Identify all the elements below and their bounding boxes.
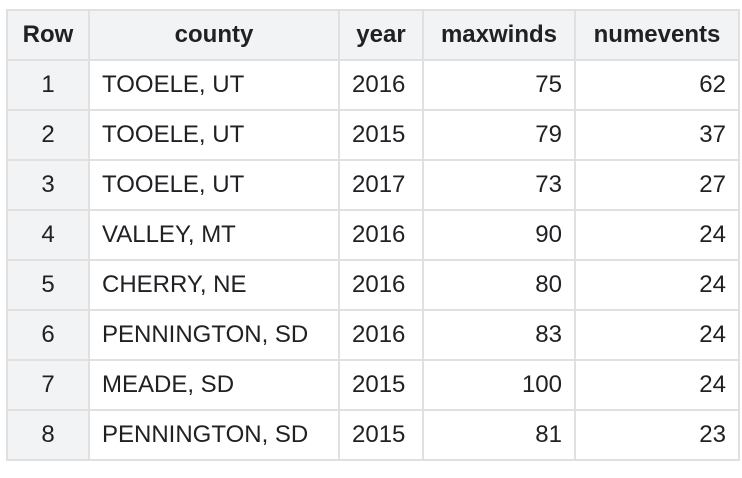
year-cell: 2016 [338,209,424,261]
maxwinds-cell: 83 [422,309,576,361]
numevents-cell: 27 [574,159,740,211]
county-cell: MEADE, SD [88,359,340,411]
table-row: 8 PENNINGTON, SD 2015 81 23 [6,409,740,461]
row-number-cell: 6 [6,309,90,361]
year-cell: 2016 [338,59,424,111]
county-cell: TOOELE, UT [88,109,340,161]
table-header-row: Row county year maxwinds numevents [6,9,740,61]
row-number-cell: 2 [6,109,90,161]
maxwinds-cell: 100 [422,359,576,411]
county-cell: PENNINGTON, SD [88,309,340,361]
county-cell: CHERRY, NE [88,259,340,311]
row-number-cell: 5 [6,259,90,311]
numevents-cell: 24 [574,209,740,261]
table-row: 7 MEADE, SD 2015 100 24 [6,359,740,411]
results-table: Row county year maxwinds numevents 1 TOO… [6,9,740,461]
numevents-cell: 37 [574,109,740,161]
numevents-cell: 62 [574,59,740,111]
table-row: 3 TOOELE, UT 2017 73 27 [6,159,740,211]
table-row: 4 VALLEY, MT 2016 90 24 [6,209,740,261]
table-row: 1 TOOELE, UT 2016 75 62 [6,59,740,111]
numevents-cell: 24 [574,359,740,411]
row-number-cell: 7 [6,359,90,411]
row-number-cell: 1 [6,59,90,111]
county-cell: TOOELE, UT [88,159,340,211]
maxwinds-cell: 80 [422,259,576,311]
year-cell: 2017 [338,159,424,211]
maxwinds-cell: 75 [422,59,576,111]
county-cell: PENNINGTON, SD [88,409,340,461]
table-row: 6 PENNINGTON, SD 2016 83 24 [6,309,740,361]
column-header-year[interactable]: year [338,9,424,61]
column-header-row[interactable]: Row [6,9,90,61]
county-cell: TOOELE, UT [88,59,340,111]
numevents-cell: 24 [574,309,740,361]
year-cell: 2015 [338,409,424,461]
maxwinds-cell: 90 [422,209,576,261]
year-cell: 2015 [338,109,424,161]
row-number-cell: 3 [6,159,90,211]
row-number-cell: 8 [6,409,90,461]
column-header-numevents[interactable]: numevents [574,9,740,61]
column-header-maxwinds[interactable]: maxwinds [422,9,576,61]
year-cell: 2015 [338,359,424,411]
column-header-county[interactable]: county [88,9,340,61]
table-row: 2 TOOELE, UT 2015 79 37 [6,109,740,161]
county-cell: VALLEY, MT [88,209,340,261]
numevents-cell: 23 [574,409,740,461]
maxwinds-cell: 73 [422,159,576,211]
year-cell: 2016 [338,259,424,311]
maxwinds-cell: 79 [422,109,576,161]
row-number-cell: 4 [6,209,90,261]
numevents-cell: 24 [574,259,740,311]
table-row: 5 CHERRY, NE 2016 80 24 [6,259,740,311]
maxwinds-cell: 81 [422,409,576,461]
year-cell: 2016 [338,309,424,361]
